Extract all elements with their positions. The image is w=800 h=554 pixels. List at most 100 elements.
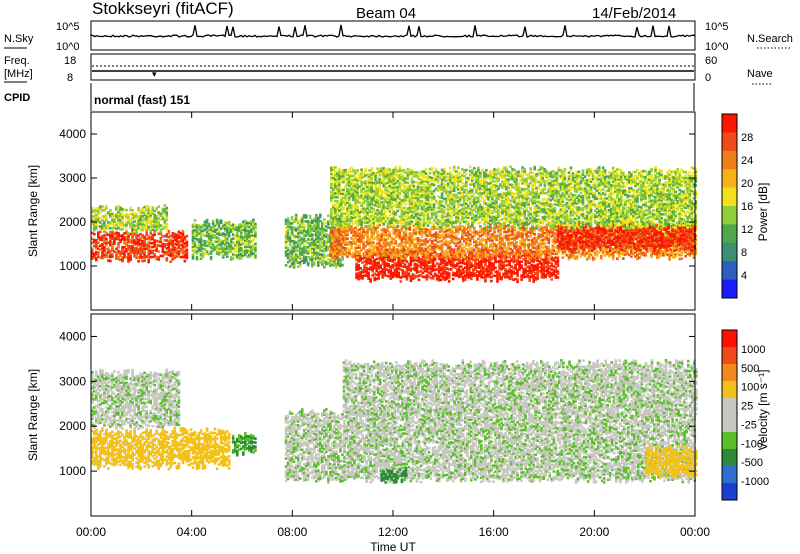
data-cell bbox=[97, 241, 100, 244]
data-cell bbox=[529, 257, 532, 260]
freq-tick-top: 18 bbox=[64, 55, 76, 67]
nsky-tick-top: 10^5 bbox=[56, 21, 80, 33]
data-cell bbox=[548, 246, 551, 249]
data-cell bbox=[599, 244, 602, 247]
data-cell bbox=[384, 254, 387, 257]
data-cell bbox=[218, 230, 221, 233]
data-cell bbox=[395, 240, 398, 243]
data-cell bbox=[449, 256, 452, 259]
data-cell bbox=[384, 258, 387, 261]
data-cell bbox=[212, 220, 215, 223]
data-cell bbox=[186, 241, 189, 244]
data-cell bbox=[470, 262, 473, 265]
data-cell bbox=[378, 224, 381, 227]
data-cell bbox=[206, 250, 209, 253]
data-cell bbox=[196, 256, 199, 259]
data-cell bbox=[127, 232, 130, 235]
data-cell bbox=[554, 246, 557, 249]
data-cell bbox=[406, 260, 409, 263]
nsky-trace bbox=[91, 25, 695, 37]
data-cell bbox=[495, 254, 498, 257]
data-cell bbox=[299, 235, 302, 238]
nave-tick-top: 60 bbox=[705, 55, 717, 67]
data-cell bbox=[340, 257, 343, 260]
freq-tick-bottom: 8 bbox=[67, 72, 73, 84]
data-cell bbox=[576, 255, 579, 258]
data-cell bbox=[415, 253, 418, 256]
cpid-value: normal (fast) 151 bbox=[94, 93, 190, 107]
data-cell bbox=[186, 249, 189, 252]
data-cell bbox=[398, 272, 401, 275]
data-cell bbox=[562, 256, 565, 259]
data-cell bbox=[153, 253, 156, 256]
data-cell bbox=[194, 241, 197, 244]
data-cell bbox=[376, 230, 379, 233]
data-cell bbox=[554, 232, 557, 235]
nsky-tick-bottom: 10^0 bbox=[56, 41, 80, 53]
data-cell bbox=[511, 249, 514, 252]
data-cell bbox=[425, 238, 428, 241]
data-cell bbox=[571, 250, 574, 253]
nsearch-tick-top: 10^5 bbox=[705, 21, 729, 33]
data-cell bbox=[449, 246, 452, 249]
data-cell bbox=[137, 260, 140, 263]
data-cell bbox=[121, 228, 124, 231]
data-cell bbox=[503, 242, 506, 245]
data-cell bbox=[622, 257, 625, 260]
data-cell bbox=[325, 229, 328, 232]
data-cell bbox=[99, 231, 102, 234]
data-cell bbox=[465, 258, 468, 261]
data-cell bbox=[491, 255, 494, 258]
data-cell bbox=[164, 204, 167, 207]
data-cell bbox=[452, 278, 455, 281]
data-cell bbox=[638, 256, 641, 259]
data-cell bbox=[206, 219, 209, 222]
data-cell bbox=[309, 215, 312, 218]
data-cell bbox=[192, 253, 195, 256]
data-cell bbox=[494, 267, 497, 270]
data-cell bbox=[626, 251, 629, 254]
data-cell bbox=[254, 243, 257, 246]
data-cell bbox=[254, 223, 257, 226]
data-cell bbox=[220, 219, 223, 222]
data-cell bbox=[147, 206, 150, 209]
data-cell bbox=[184, 260, 187, 263]
data-cell bbox=[431, 256, 434, 259]
data-cell bbox=[212, 244, 215, 247]
data-cell bbox=[166, 257, 169, 260]
data-cell bbox=[490, 280, 493, 283]
data-cell bbox=[111, 253, 114, 256]
data-cell bbox=[295, 214, 298, 217]
freq-marker: ▾ bbox=[152, 69, 157, 79]
data-cell bbox=[457, 255, 460, 258]
data-cell bbox=[418, 279, 421, 282]
data-cell bbox=[232, 257, 235, 260]
data-cell bbox=[557, 256, 560, 259]
data-cell bbox=[557, 276, 560, 279]
data-cell bbox=[448, 280, 451, 283]
beam-label: Beam 04 bbox=[356, 5, 416, 22]
freq-label: Freq. bbox=[4, 55, 30, 67]
data-cell bbox=[516, 279, 519, 282]
data-cell bbox=[404, 263, 407, 266]
data-cell bbox=[552, 252, 555, 255]
data-cell bbox=[594, 257, 597, 260]
nsky-label: N.Sky bbox=[4, 33, 34, 45]
data-cell bbox=[544, 242, 547, 245]
data-cell bbox=[287, 247, 290, 250]
data-cell bbox=[226, 237, 229, 240]
data-cell bbox=[135, 213, 138, 216]
data-cell bbox=[162, 216, 165, 219]
data-cell bbox=[340, 234, 343, 237]
data-cell bbox=[109, 231, 112, 234]
data-cell bbox=[105, 205, 108, 208]
data-cell bbox=[455, 235, 458, 238]
freq-panel: ▾ Freq. [MHz] 18 8 60 0 Nave bbox=[4, 54, 773, 84]
data-cell bbox=[93, 233, 96, 236]
data-cell bbox=[131, 209, 134, 212]
data-cell bbox=[448, 272, 451, 275]
data-cell bbox=[240, 247, 243, 250]
data-cell bbox=[616, 258, 619, 261]
data-cell bbox=[569, 230, 572, 233]
data-cell bbox=[400, 280, 403, 283]
